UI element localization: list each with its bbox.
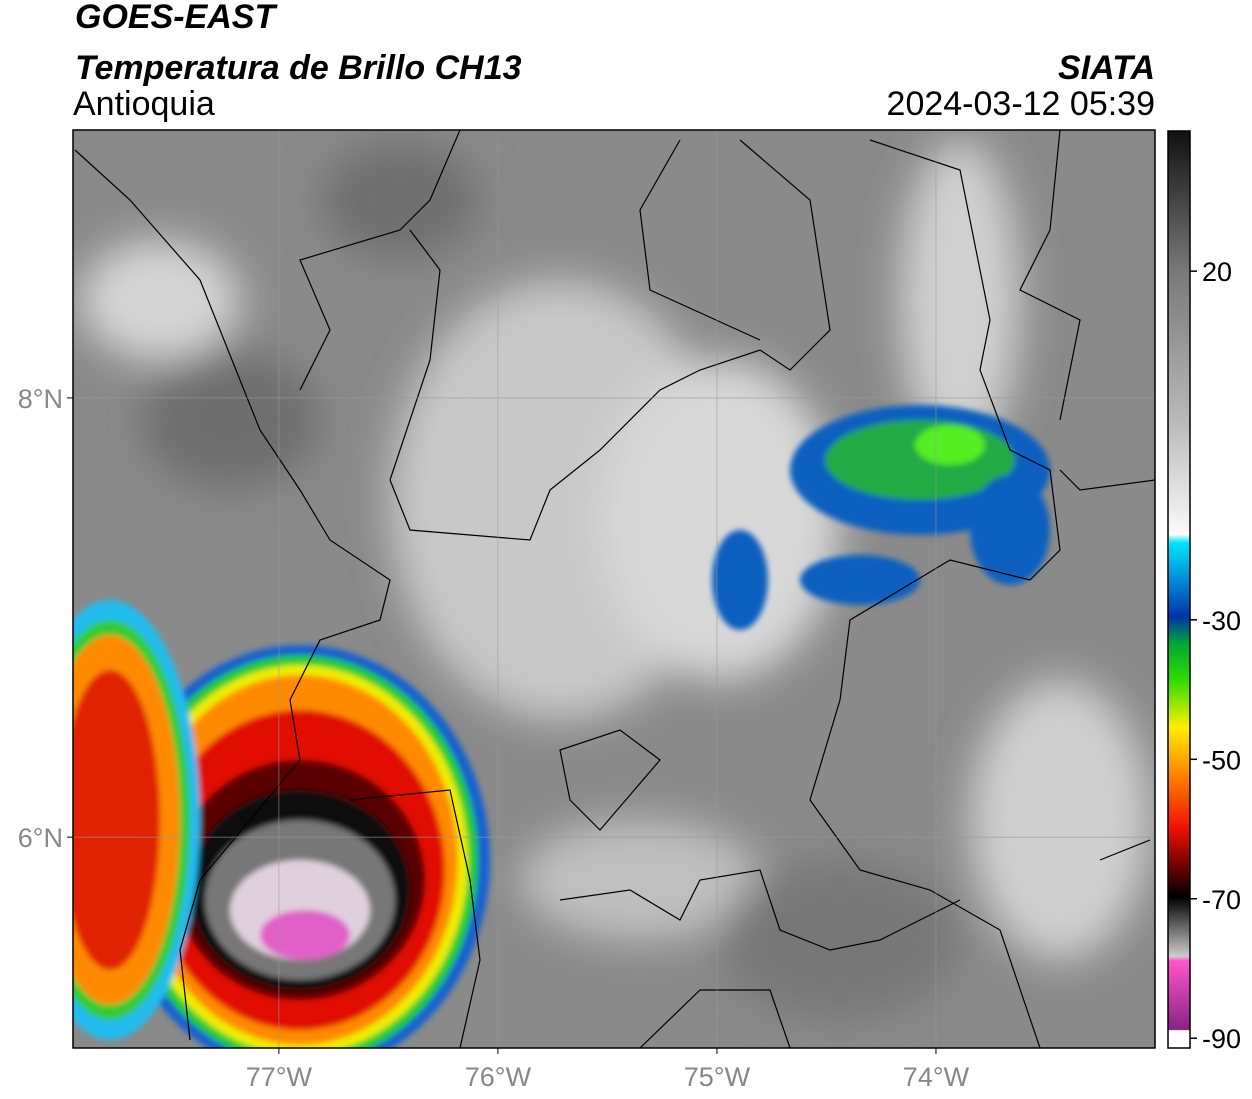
lon-tick-label: 77°W bbox=[246, 1062, 313, 1092]
colorbar-tick-label: -50 bbox=[1202, 745, 1241, 775]
subtitle: Temperatura de Brillo CH13 bbox=[75, 49, 522, 87]
colorbar-tick-label: -70 bbox=[1202, 885, 1241, 915]
lon-tick-label: 74°W bbox=[903, 1062, 970, 1092]
lon-tick-label: 75°W bbox=[684, 1062, 751, 1092]
satellite-image bbox=[73, 130, 1155, 1048]
colorbar-tick-label: -30 bbox=[1202, 606, 1241, 636]
datetime: 2024-03-12 05:39 bbox=[887, 85, 1155, 123]
lon-tick-label: 76°W bbox=[465, 1062, 532, 1092]
graticule bbox=[73, 130, 1155, 1048]
colorbar-tick-label: 20 bbox=[1202, 257, 1232, 287]
colorbar bbox=[1167, 130, 1191, 1049]
title: GOES-EAST bbox=[75, 0, 278, 36]
source: SIATA bbox=[1058, 49, 1155, 87]
map-frame bbox=[72, 129, 1156, 1049]
region: Antioquia bbox=[73, 85, 215, 123]
lat-tick-label: 8°N bbox=[18, 384, 63, 414]
lat-tick-label: 6°N bbox=[18, 823, 63, 853]
colorbar-tick-label: -90 bbox=[1202, 1024, 1241, 1054]
